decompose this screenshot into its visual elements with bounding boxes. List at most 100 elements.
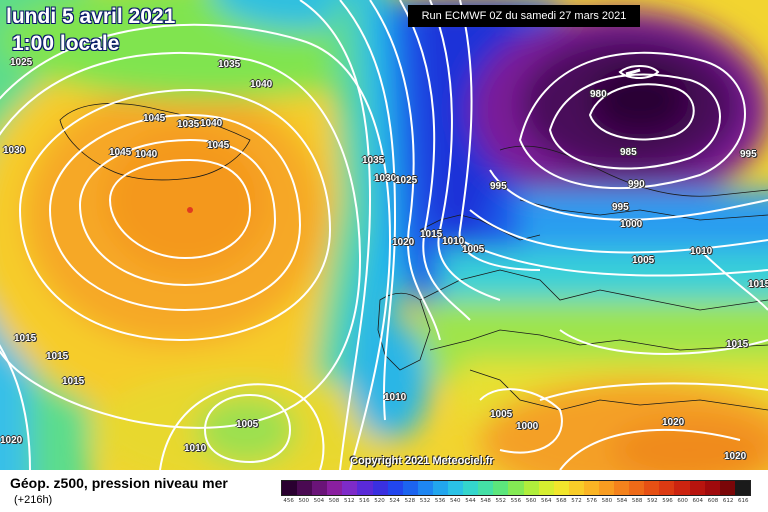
isobars — [0, 0, 768, 470]
color-scale-tick: 456 — [283, 498, 294, 504]
isobar-label: 1015 — [14, 333, 37, 344]
isobar-label: 995 — [740, 149, 757, 160]
geopotential-map — [0, 0, 768, 470]
isobar-label: 1035 — [218, 59, 241, 70]
color-scale-tick: 552 — [495, 498, 507, 504]
isobar-label: 1020 — [0, 435, 23, 446]
isobar-label: 1015 — [420, 229, 443, 240]
color-scale-swatch — [493, 481, 509, 495]
copyright: Copyright 2021 Meteociel.fr — [350, 455, 494, 467]
isobar-label: 1020 — [662, 417, 685, 428]
chart-title: Géop. z500, pression niveau mer — [10, 475, 228, 491]
color-scale-swatch — [704, 481, 720, 495]
color-scale — [281, 480, 751, 496]
isobar-label: 995 — [490, 181, 507, 192]
color-scale-tick: 568 — [556, 498, 567, 504]
color-scale-tick: 504 — [313, 498, 325, 504]
color-scale-swatch — [538, 481, 554, 495]
isobar-label: 1045 — [143, 113, 166, 124]
isobar-label: 1000 — [516, 421, 539, 432]
color-scale-swatch — [282, 481, 298, 495]
color-scale-swatch — [523, 481, 539, 495]
color-scale-swatch — [614, 481, 630, 495]
color-scale-swatch — [463, 481, 479, 495]
isobar-label: 1010 — [184, 443, 207, 454]
color-scale-swatch — [327, 481, 343, 495]
color-scale-tick: 524 — [389, 498, 400, 504]
isobar-label: 1020 — [392, 237, 415, 248]
color-scale-tick: 592 — [647, 498, 658, 504]
color-scale-tick: 608 — [707, 498, 719, 504]
color-scale-swatch — [417, 481, 433, 495]
color-scale-tick: 616 — [738, 498, 749, 504]
color-scale-tick: 612 — [722, 498, 734, 504]
isobar-label: 1015 — [726, 339, 749, 350]
color-scale-swatch — [629, 481, 645, 495]
isobar-label: 985 — [620, 147, 637, 158]
color-scale-swatch — [448, 481, 464, 495]
color-scale-swatch — [357, 481, 373, 495]
color-scale-tick: 604 — [692, 498, 704, 504]
coastlines — [59, 103, 768, 411]
isobar-label: 1005 — [632, 255, 655, 266]
color-scale-tick: 548 — [480, 498, 491, 504]
color-scale-swatch — [508, 481, 524, 495]
color-scale-swatch — [402, 481, 418, 495]
isobar-label: 1010 — [384, 392, 407, 403]
color-scale-swatch — [734, 481, 750, 495]
color-scale-tick: 532 — [419, 498, 431, 504]
isobar-label: 1015 — [748, 279, 768, 290]
isobar-label: 1005 — [236, 419, 259, 430]
color-scale-tick: 512 — [343, 498, 355, 504]
isobar-label: 1025 — [395, 175, 418, 186]
color-scale-tick: 540 — [450, 498, 461, 504]
color-scale-swatch — [568, 481, 584, 495]
color-scale-tick: 544 — [465, 498, 476, 504]
isobar-label: 1045 — [207, 140, 230, 151]
color-scale-tick: 500 — [298, 498, 309, 504]
color-scale-tick: 564 — [540, 498, 552, 504]
color-scale-swatch — [342, 481, 358, 495]
forecast-time: 1:00 locale — [12, 32, 120, 55]
color-scale-swatch — [689, 481, 705, 495]
color-scale-tick: 572 — [571, 498, 582, 504]
color-scale-ticks: 456 500 504 508 512 516 520 524 528 532 536 540 544 5… — [281, 498, 751, 508]
low-center-marker — [625, 68, 641, 76]
run-info: Run ECMWF 0Z du samedi 27 mars 2021 — [408, 5, 640, 27]
color-scale-swatch — [387, 481, 403, 495]
legend-footer: Géop. z500, pression niveau mer (+216h) … — [0, 470, 768, 512]
color-scale-tick: 520 — [374, 498, 385, 504]
isobar-label: 1040 — [200, 118, 223, 129]
color-scale-swatch — [312, 481, 328, 495]
color-scale-swatch — [719, 481, 735, 495]
isobar-label: 1010 — [442, 236, 465, 247]
color-scale-tick: 600 — [677, 498, 688, 504]
color-scale-swatch — [432, 481, 449, 495]
isobar-label: 1000 — [620, 219, 643, 230]
forecast-date: lundi 5 avril 2021 — [6, 5, 176, 28]
color-scale-swatch — [644, 481, 660, 495]
color-scale-swatch — [659, 481, 675, 495]
isobar-label: 1025 — [10, 57, 33, 68]
isobar-label: 1035 — [177, 119, 200, 130]
isobar-label: 1010 — [690, 246, 713, 257]
isobar-label: 980 — [590, 89, 607, 100]
color-scale-tick: 576 — [586, 498, 597, 504]
isobar-label: 1005 — [462, 244, 485, 255]
color-scale-swatch — [372, 481, 388, 495]
color-scale-swatch — [674, 481, 690, 495]
isobar-label: 1005 — [490, 409, 513, 420]
color-scale-tick: 588 — [631, 498, 643, 504]
color-scale-tick: 584 — [616, 498, 628, 504]
isobar-label: 1040 — [250, 79, 273, 90]
isobar-label: 1030 — [374, 173, 397, 184]
color-scale-tick: 556 — [510, 498, 522, 504]
isobar-label: 990 — [628, 179, 645, 190]
color-scale-swatch — [583, 481, 599, 495]
color-scale-tick: 508 — [328, 498, 340, 504]
color-scale-tick: 560 — [525, 498, 537, 504]
color-scale-tick: 580 — [601, 498, 613, 504]
isobar-label: 1035 — [362, 155, 385, 166]
isobar-label: 1020 — [724, 451, 747, 462]
